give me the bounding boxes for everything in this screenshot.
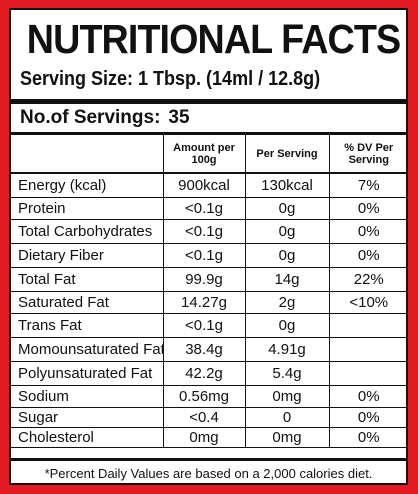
amount-per-100g: 99.9g [163, 267, 246, 292]
amount-per-100g: <0.4 [163, 407, 246, 428]
nutrient-name: Saturated Fat [11, 291, 164, 314]
number-of-servings: No.of Servings: 35 [20, 107, 190, 129]
percent-dv: 0% [329, 219, 408, 244]
header-amount-per-100g: Amount per 100g [163, 135, 246, 174]
percent-dv: 0% [329, 385, 408, 408]
nutrient-name: Polyunsaturated Fat [11, 361, 164, 386]
divider-footer [11, 458, 406, 461]
amount-per-100g: <0.1g [163, 219, 246, 244]
serving-size: Serving Size: 1 Tbsp. (14ml / 12.8g) [20, 68, 321, 90]
header-per-serving: Per Serving [245, 135, 330, 174]
table-row: Saturated Fat 14.27g 2g <10% [11, 291, 408, 314]
divider-medium [11, 132, 406, 135]
amount-per-serving: 130kcal [245, 173, 330, 198]
table-row: Trans Fat <0.1g 0g [11, 313, 408, 338]
amount-per-100g: <0.1g [163, 197, 246, 220]
table-row: Dietary Fiber <0.1g 0g 0% [11, 243, 408, 268]
footnote: *Percent Daily Values are based on a 2,0… [44, 466, 373, 481]
percent-dv: 7% [329, 173, 408, 198]
percent-dv [329, 313, 408, 338]
percent-dv: 0% [329, 243, 408, 268]
header-dv-per-serving: % DV Per Serving [329, 135, 408, 174]
table-row: Protein <0.1g 0g 0% [11, 197, 408, 220]
percent-dv [329, 337, 408, 362]
label-title: NUTRITIONAL FACTS [26, 16, 401, 62]
amount-per-serving: 0mg [245, 385, 330, 408]
percent-dv [329, 361, 408, 386]
servings-label: No.of Servings: [20, 107, 161, 128]
amount-per-100g: 38.4g [163, 337, 246, 362]
amount-per-serving: 4.91g [245, 337, 330, 362]
nutrient-name: Protein [11, 197, 164, 220]
nutrition-table: Amount per 100g Per Serving % DV Per Ser… [11, 135, 408, 448]
amount-per-serving: 0g [245, 219, 330, 244]
nutrient-name: Dietary Fiber [11, 243, 164, 268]
divider-thick [11, 99, 406, 104]
table-row: Sugar <0.4 0 0% [11, 407, 408, 428]
amount-per-100g: 0.56mg [163, 385, 246, 408]
nutrient-name: Energy (kcal) [11, 173, 164, 198]
amount-per-100g: <0.1g [163, 243, 246, 268]
amount-per-100g: 0mg [163, 427, 246, 448]
nutrient-name: Sugar [11, 407, 164, 428]
amount-per-serving: 0g [245, 313, 330, 338]
amount-per-serving: 5.4g [245, 361, 330, 386]
nutrient-name: Total Fat [11, 267, 164, 292]
amount-per-100g: <0.1g [163, 313, 246, 338]
nutrition-label: NUTRITIONAL FACTS Serving Size: 1 Tbsp. … [9, 8, 408, 485]
nutrient-name: Sodium [11, 385, 164, 408]
table-row: Energy (kcal) 900kcal 130kcal 7% [11, 173, 408, 198]
amount-per-100g: 42.2g [163, 361, 246, 386]
percent-dv: 0% [329, 197, 408, 220]
servings-value: 35 [168, 107, 190, 128]
amount-per-serving: 2g [245, 291, 330, 314]
table-row: Momounsaturated Fat 38.4g 4.91g [11, 337, 408, 362]
table-row: Cholesterol 0mg 0mg 0% [11, 427, 408, 448]
amount-per-100g: 900kcal [163, 173, 246, 198]
amount-per-100g: 14.27g [163, 291, 246, 314]
percent-dv: 22% [329, 267, 408, 292]
nutrient-name: Trans Fat [11, 313, 164, 338]
percent-dv: 0% [329, 427, 408, 448]
amount-per-serving: 14g [245, 267, 330, 292]
nutrient-name: Cholesterol [11, 427, 164, 448]
table-row: Polyunsaturated Fat 42.2g 5.4g [11, 361, 408, 386]
table-row: Total Fat 99.9g 14g 22% [11, 267, 408, 292]
amount-per-serving: 0g [245, 243, 330, 268]
table-header-row: Amount per 100g Per Serving % DV Per Ser… [11, 135, 408, 174]
percent-dv: 0% [329, 407, 408, 428]
table-row: Sodium 0.56mg 0mg 0% [11, 385, 408, 408]
nutrient-name: Total Carbohydrates [11, 219, 164, 244]
amount-per-serving: 0 [245, 407, 330, 428]
table-row: Total Carbohydrates <0.1g 0g 0% [11, 219, 408, 244]
nutrient-name: Momounsaturated Fat [11, 337, 164, 362]
amount-per-serving: 0g [245, 197, 330, 220]
header-nutrient [11, 135, 164, 174]
percent-dv: <10% [329, 291, 408, 314]
amount-per-serving: 0mg [245, 427, 330, 448]
